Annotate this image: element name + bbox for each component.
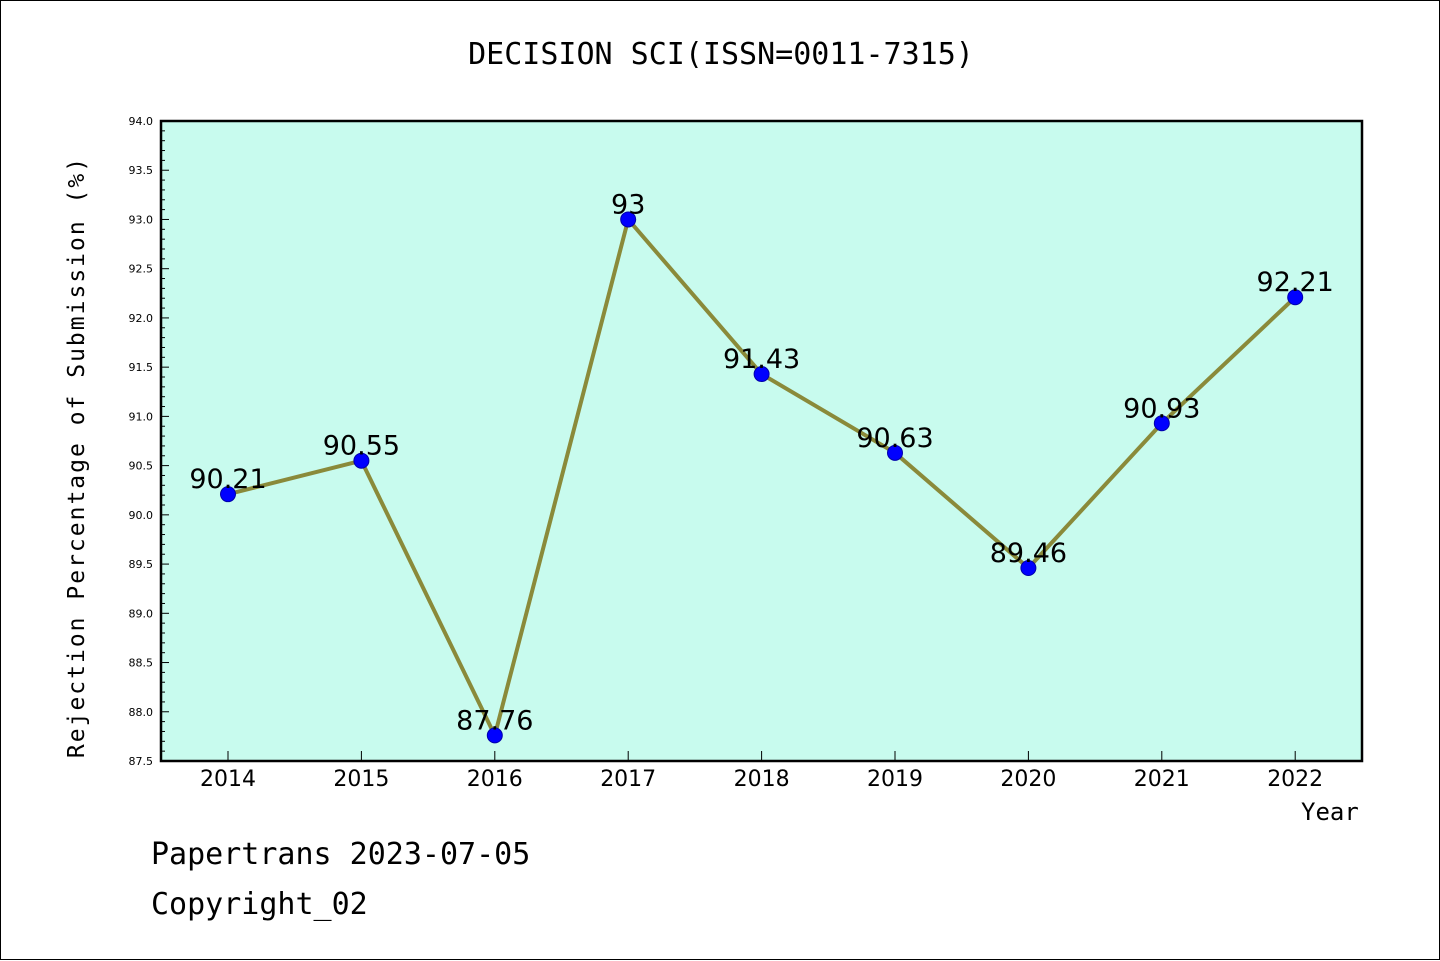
y-tick-label: 90.0	[129, 509, 154, 522]
y-tick-label: 93.5	[129, 164, 154, 177]
data-point	[620, 211, 637, 228]
y-tick-label: 93.0	[129, 213, 154, 226]
data-point	[1287, 289, 1304, 306]
data-label: 90.21	[189, 464, 266, 495]
y-tick-label: 90.5	[129, 460, 154, 473]
data-point	[887, 444, 903, 461]
plot-area	[161, 121, 1362, 761]
data-label: 90.93	[1123, 393, 1200, 424]
data-label: 93	[611, 189, 645, 220]
x-tick-label: 2020	[1000, 767, 1056, 792]
data-point	[220, 486, 236, 503]
x-tick-label: 2021	[1134, 767, 1190, 792]
data-point	[486, 727, 503, 744]
x-tick-label: 2018	[734, 767, 790, 792]
y-tick-label: 91.5	[129, 361, 154, 374]
data-point	[1153, 415, 1170, 432]
y-tick-label: 87.5	[129, 755, 154, 768]
y-tick-label: 88.0	[129, 706, 154, 719]
y-tick-label: 89.5	[129, 558, 154, 571]
y-tick-label: 88.5	[129, 657, 154, 670]
x-tick-label: 2022	[1267, 767, 1323, 792]
y-tick-label: 91.0	[129, 410, 154, 423]
y-tick-label: 92.5	[129, 263, 154, 276]
x-axis-label: Year	[1301, 798, 1359, 826]
footer-date: Papertrans 2023-07-05	[151, 837, 531, 872]
data-point	[353, 452, 370, 469]
x-tick-label: 2016	[467, 767, 523, 792]
data-label: 89.46	[990, 538, 1067, 569]
x-tick-label: 2019	[867, 767, 923, 792]
x-tick-label: 2014	[200, 767, 256, 792]
data-point	[753, 366, 770, 383]
chart-title: DECISION SCI(ISSN=0011-7315)	[468, 37, 974, 72]
data-label: 87.76	[456, 705, 533, 736]
x-tick-label: 2015	[333, 767, 389, 792]
y-tick-label: 94.0	[129, 115, 154, 128]
y-tick-label: 89.0	[129, 607, 154, 620]
data-label: 91.43	[723, 344, 800, 375]
plot-border	[159, 119, 1364, 763]
data-label: 90.55	[323, 431, 400, 462]
data-point	[1020, 560, 1037, 577]
data-label: 92.21	[1257, 267, 1334, 298]
footer-copyright: Copyright_02	[151, 887, 368, 922]
y-tick-label: 92.0	[129, 312, 154, 325]
x-tick-label: 2017	[600, 767, 656, 792]
data-label: 90.63	[856, 423, 933, 454]
